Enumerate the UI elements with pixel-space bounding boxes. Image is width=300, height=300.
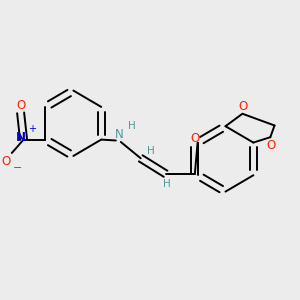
Text: O: O bbox=[2, 155, 10, 168]
Text: H: H bbox=[163, 179, 171, 189]
Text: +: + bbox=[28, 124, 36, 134]
Text: H: H bbox=[128, 121, 136, 130]
Text: H: H bbox=[147, 146, 155, 156]
Text: O: O bbox=[190, 132, 200, 145]
Text: O: O bbox=[238, 100, 248, 113]
Text: −: − bbox=[13, 163, 22, 173]
Text: N: N bbox=[115, 128, 124, 141]
Text: O: O bbox=[16, 99, 25, 112]
Text: O: O bbox=[266, 139, 275, 152]
Text: N: N bbox=[16, 131, 26, 144]
